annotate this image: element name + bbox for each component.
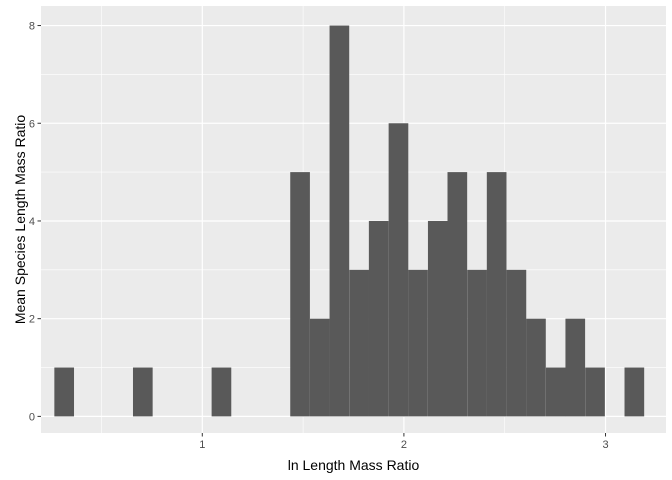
histogram-bar (54, 367, 75, 417)
histogram-bar (506, 269, 527, 417)
x-axis-title: ln Length Mass Ratio (288, 457, 420, 473)
histogram-bar (329, 25, 350, 417)
histogram-bar (408, 269, 428, 417)
histogram-bar (349, 269, 369, 417)
histogram-bar (427, 220, 448, 417)
x-axis-ticks: 1 2 3 (199, 433, 609, 451)
y-axis-ticks: 0 2 4 6 8 (29, 21, 41, 423)
histogram-bar (447, 172, 468, 417)
histogram-bar (624, 367, 645, 417)
histogram-bar (310, 318, 330, 417)
y-tick-label: 4 (29, 216, 35, 228)
x-tick-label: 2 (401, 439, 407, 451)
histogram-bar (565, 318, 586, 417)
histogram-bar (486, 172, 507, 417)
histogram-bar (211, 367, 232, 417)
histogram-bar (545, 367, 566, 417)
x-tick-label: 1 (199, 439, 205, 451)
histogram-bar (388, 123, 409, 417)
y-tick-label: 2 (29, 314, 35, 326)
y-tick-label: 8 (29, 21, 35, 33)
histogram-bar (467, 269, 487, 417)
histogram-bar (585, 367, 605, 417)
histogram-bar (290, 172, 310, 417)
y-tick-label: 0 (29, 411, 35, 423)
x-tick-label: 3 (602, 439, 608, 451)
histogram-bar (526, 318, 546, 417)
y-tick-label: 6 (29, 118, 35, 130)
y-axis-title: Mean Species Length Mass Ratio (12, 115, 28, 325)
histogram-bar (132, 367, 153, 417)
bars (54, 25, 645, 417)
histogram-bar (368, 220, 389, 417)
